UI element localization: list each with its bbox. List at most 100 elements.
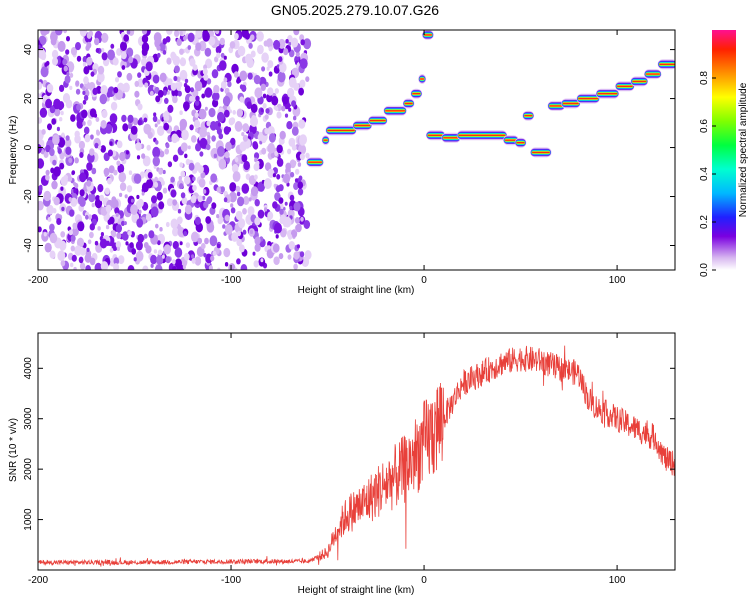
noise-speckle xyxy=(187,145,191,150)
noise-speckle xyxy=(175,136,180,142)
noise-speckle xyxy=(183,252,190,261)
noise-speckle xyxy=(115,241,122,249)
noise-speckle xyxy=(281,105,286,112)
noise-speckle xyxy=(52,134,60,146)
noise-speckle xyxy=(230,207,236,214)
noise-speckle xyxy=(82,90,86,95)
noise-speckle xyxy=(142,265,149,270)
noise-speckle xyxy=(52,57,58,66)
noise-speckle xyxy=(90,71,95,77)
noise-speckle xyxy=(153,112,157,117)
noise-speckle xyxy=(177,90,182,97)
noise-speckle xyxy=(75,88,81,95)
noise-speckle xyxy=(159,150,165,158)
noise-speckle xyxy=(204,87,213,98)
noise-speckle xyxy=(243,160,250,171)
noise-speckle xyxy=(116,246,120,251)
noise-speckle xyxy=(202,68,208,75)
noise-speckle xyxy=(183,35,187,41)
noise-speckle xyxy=(143,233,148,239)
noise-speckle xyxy=(65,146,72,155)
noise-speckle xyxy=(296,244,300,249)
noise-speckle xyxy=(250,50,256,58)
noise-speckle xyxy=(254,217,261,226)
noise-speckle xyxy=(133,173,142,184)
noise-speckle xyxy=(219,60,227,71)
noise-speckle xyxy=(217,122,221,127)
noise-speckle xyxy=(223,55,227,60)
noise-speckle xyxy=(56,126,61,132)
noise-speckle xyxy=(170,218,179,229)
noise-speckle xyxy=(176,84,181,91)
noise-speckle xyxy=(50,31,58,42)
noise-speckle xyxy=(82,86,86,91)
noise-speckle xyxy=(137,119,142,126)
noise-region xyxy=(38,30,312,270)
noise-speckle xyxy=(115,77,119,83)
noise-speckle xyxy=(132,117,139,126)
noise-speckle xyxy=(134,90,140,98)
noise-speckle xyxy=(83,66,90,75)
noise-speckle xyxy=(239,70,248,82)
noise-speckle xyxy=(262,103,267,109)
noise-speckle xyxy=(143,123,152,135)
noise-speckle xyxy=(234,267,238,270)
noise-speckle xyxy=(143,117,148,123)
noise-speckle xyxy=(241,84,247,92)
noise-speckle xyxy=(49,148,55,157)
noise-speckle xyxy=(116,160,121,166)
noise-speckle xyxy=(106,91,112,98)
noise-speckle xyxy=(285,39,289,44)
noise-speckle xyxy=(220,52,225,58)
noise-speckle xyxy=(288,107,292,112)
noise-speckle xyxy=(157,125,165,136)
noise-speckle xyxy=(59,84,65,92)
noise-speckle xyxy=(271,95,279,106)
noise-speckle xyxy=(74,157,79,164)
noise-speckle xyxy=(43,151,49,158)
noise-speckle xyxy=(84,134,91,143)
noise-speckle xyxy=(254,199,260,207)
noise-speckle xyxy=(264,207,268,212)
noise-speckle xyxy=(236,258,241,265)
x-tick-label: -100 xyxy=(221,575,241,586)
noise-speckle xyxy=(184,153,188,159)
noise-speckle xyxy=(194,80,203,92)
noise-speckle xyxy=(107,49,115,61)
noise-speckle xyxy=(94,37,100,46)
noise-speckle xyxy=(194,256,202,266)
noise-speckle xyxy=(86,56,93,66)
noise-speckle xyxy=(65,49,70,55)
noise-speckle xyxy=(244,32,250,40)
noise-speckle xyxy=(273,39,281,50)
noise-speckle xyxy=(70,189,75,194)
noise-speckle xyxy=(150,263,154,268)
noise-speckle xyxy=(89,231,94,239)
noise-speckle xyxy=(124,194,128,199)
noise-speckle xyxy=(138,209,142,214)
noise-speckle xyxy=(165,256,171,264)
noise-speckle xyxy=(165,143,170,149)
noise-speckle xyxy=(63,65,68,72)
noise-speckle xyxy=(69,85,73,90)
noise-speckle xyxy=(38,81,43,90)
noise-speckle xyxy=(49,223,55,232)
noise-speckle xyxy=(59,117,63,122)
noise-speckle xyxy=(299,134,307,146)
noise-speckle xyxy=(51,49,59,59)
noise-speckle xyxy=(222,224,226,229)
noise-speckle xyxy=(235,185,241,192)
x-tick-label: -100 xyxy=(221,275,241,286)
noise-speckle xyxy=(119,151,126,162)
noise-speckle xyxy=(216,127,222,135)
noise-speckle xyxy=(119,182,127,192)
noise-speckle xyxy=(156,119,161,125)
noise-speckle xyxy=(149,90,154,96)
noise-speckle xyxy=(150,206,159,218)
noise-speckle xyxy=(162,89,167,96)
noise-speckle xyxy=(184,175,191,185)
noise-speckle xyxy=(136,218,144,228)
noise-speckle xyxy=(74,134,81,144)
noise-speckle xyxy=(295,223,302,233)
noise-speckle xyxy=(60,110,64,116)
